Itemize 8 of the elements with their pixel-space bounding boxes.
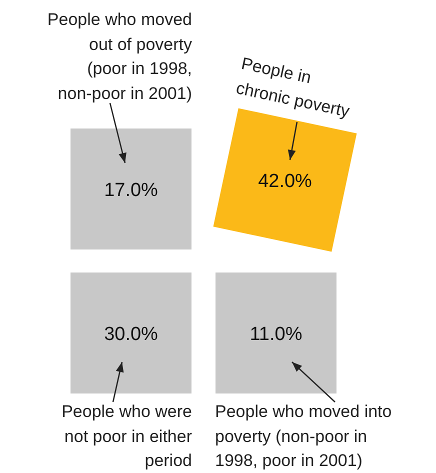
data-label: 17.0% [104,180,158,202]
category-label: People who were not poor in either period [62,401,192,472]
data-label: 42.0% [258,171,312,192]
category-label: People in chronic poverty [234,52,352,122]
category-label: People who moved out of poverty (poor in 1998, non-poor in 2001) [47,9,192,104]
data-label: 30.0% [104,324,158,346]
data-label: 11.0% [250,324,302,346]
category-label: People who moved into poverty (non-poor in 1998, poor in 2001) [215,401,392,472]
